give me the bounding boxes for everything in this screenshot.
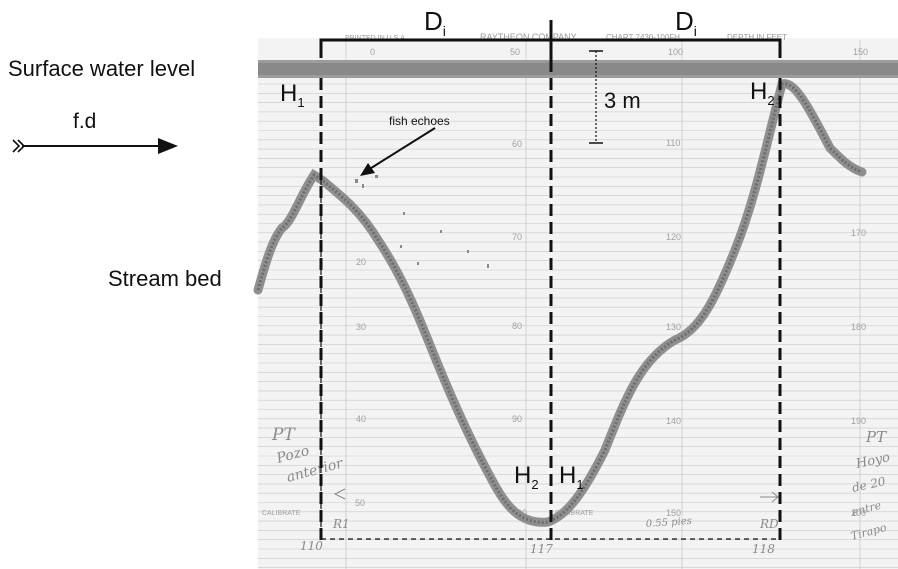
hand-118: 118 xyxy=(752,542,775,556)
chart-tick-40: 40 xyxy=(356,414,366,424)
calibrate-text-mid: CALIBRATE xyxy=(555,510,594,517)
stream-bed-label: Stream bed xyxy=(108,266,222,291)
chart-tick-150b: 150 xyxy=(853,47,868,57)
chart-tick-200: 200 xyxy=(851,508,866,518)
chart-tick-170: 170 xyxy=(851,228,866,238)
hand-arrow-left-icon xyxy=(333,488,346,500)
chart-tick-80: 80 xyxy=(512,321,522,331)
chart-number-text: CHART 7430-100FH xyxy=(606,33,680,42)
h1-mid-label: H1 xyxy=(559,462,584,492)
fish-echo-specks xyxy=(355,175,489,268)
hand-arrow-right-icon xyxy=(760,491,779,503)
chart-tick-30: 30 xyxy=(356,322,366,332)
chart-tick-190: 190 xyxy=(851,416,866,426)
hand-hoyo: Hoyo xyxy=(854,450,892,472)
surface-water-band-core xyxy=(258,63,898,75)
hand-bottom-note: 0.55 pies xyxy=(645,516,692,530)
chart-tick-60: 60 xyxy=(512,139,522,149)
chart-tick-130: 130 xyxy=(666,322,681,332)
hand-pt-right: PT xyxy=(865,428,887,446)
stream-bed-echo-core xyxy=(256,82,863,524)
surface-water-level-label: Surface water level xyxy=(8,56,196,81)
h2-right-label: H2 xyxy=(750,78,775,108)
flow-direction-label: f.d xyxy=(73,110,97,133)
fish-echoes-label: fish echoes xyxy=(389,114,450,128)
hand-r1: R1 xyxy=(332,517,350,531)
hand-117: 117 xyxy=(530,542,553,556)
fish-echoes-arrow xyxy=(367,127,436,171)
chart-grid xyxy=(258,40,898,569)
hand-de20: de 20 xyxy=(851,474,887,495)
chart-tick-120: 120 xyxy=(666,232,681,242)
calibrate-text-left: CALIBRATE xyxy=(262,510,301,517)
chart-paper xyxy=(258,38,898,569)
hand-110: 110 xyxy=(300,539,323,553)
h2-mid-label: H2 xyxy=(514,462,539,492)
chart-tick-180: 180 xyxy=(851,322,866,332)
h1-left-label: H1 xyxy=(280,80,305,110)
chart-tick-50b: 50 xyxy=(510,47,520,57)
chart-tick-110: 110 xyxy=(666,138,680,148)
di-left-label: Di xyxy=(424,6,446,40)
chart-tick-0: 0 xyxy=(370,47,375,57)
hand-pt-left: PT xyxy=(271,425,296,445)
chart-tick-70: 70 xyxy=(512,232,522,242)
flow-direction-tail-icon xyxy=(12,139,26,153)
chart-tick-100b: 100 xyxy=(668,47,683,57)
flow-direction-arrowhead-icon xyxy=(158,138,178,154)
chart-depth-text: DEPTH IN FEET xyxy=(727,33,787,42)
chart-tick-20: 20 xyxy=(356,257,366,267)
fish-echoes-arrowhead-icon xyxy=(360,163,375,176)
chart-tick-90: 90 xyxy=(512,414,522,424)
chart-tick-140: 140 xyxy=(666,416,681,426)
chart-company-text: RAYTHEON COMPANY xyxy=(480,32,577,42)
hand-rd: RD xyxy=(759,517,779,531)
chart-tick-150: 150 xyxy=(666,508,681,518)
chart-tick-50: 50 xyxy=(355,498,365,508)
di-right-label: Di xyxy=(675,6,697,40)
scale-3m-label: 3 m xyxy=(604,88,641,113)
